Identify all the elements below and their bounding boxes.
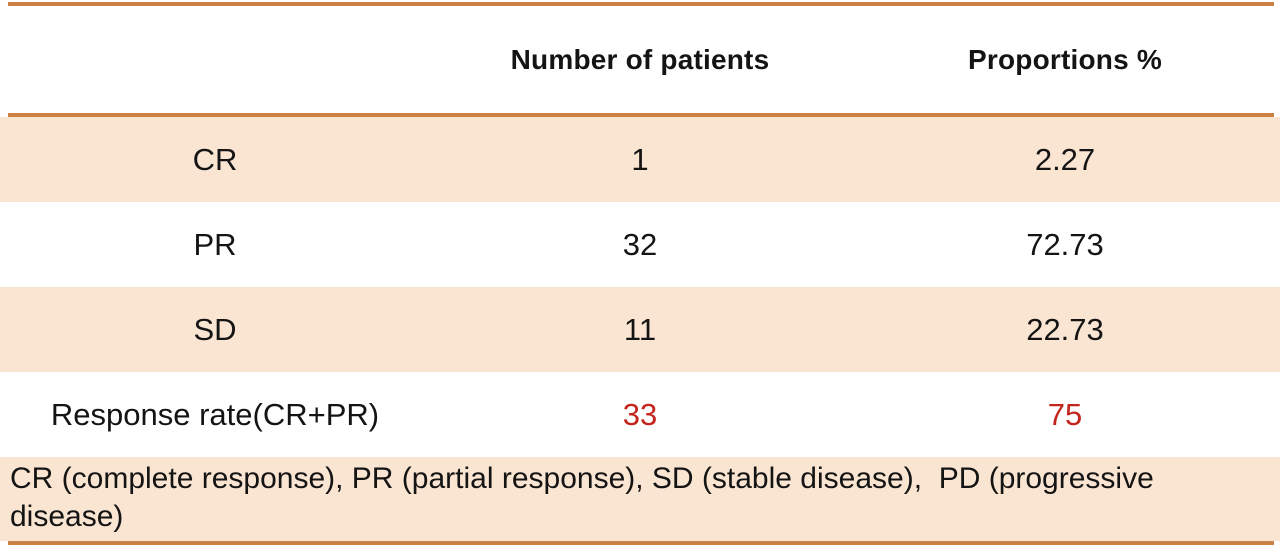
column-header-proportions: Proportions % xyxy=(968,43,1162,75)
patients-value: 11 xyxy=(623,311,657,347)
row-label: SD xyxy=(193,311,237,347)
proportion-value-highlighted: 75 xyxy=(1047,396,1083,432)
table-footnote-row: CR (complete response), PR (partial resp… xyxy=(0,457,1280,541)
row-label: PR xyxy=(193,226,237,262)
patients-value: 32 xyxy=(622,226,658,262)
table-row-sd: SD 11 22.73 xyxy=(0,287,1280,372)
row-label: Response rate(CR+PR) xyxy=(50,396,380,432)
table-row-cr: CR 1 2.27 xyxy=(0,117,1280,202)
column-header-number-of-patients: Number of patients xyxy=(510,43,770,75)
table-header-row: Number of patients Proportions % xyxy=(0,6,1280,113)
header-divider-rule xyxy=(8,113,1274,117)
row-label: CR xyxy=(192,141,238,177)
proportion-value: 2.27 xyxy=(1034,141,1096,177)
table-row-response-rate: Response rate(CR+PR) 33 75 xyxy=(0,372,1280,457)
abbreviations-footnote: CR (complete response), PR (partial resp… xyxy=(10,462,1163,533)
top-border-rule xyxy=(8,2,1274,6)
proportion-value: 72.73 xyxy=(1026,226,1104,262)
proportion-value: 22.73 xyxy=(1026,311,1104,347)
patients-value: 1 xyxy=(631,141,649,177)
bottom-border-rule xyxy=(8,541,1274,545)
table-row-pr: PR 32 72.73 xyxy=(0,202,1280,287)
patients-value-highlighted: 33 xyxy=(622,396,658,432)
